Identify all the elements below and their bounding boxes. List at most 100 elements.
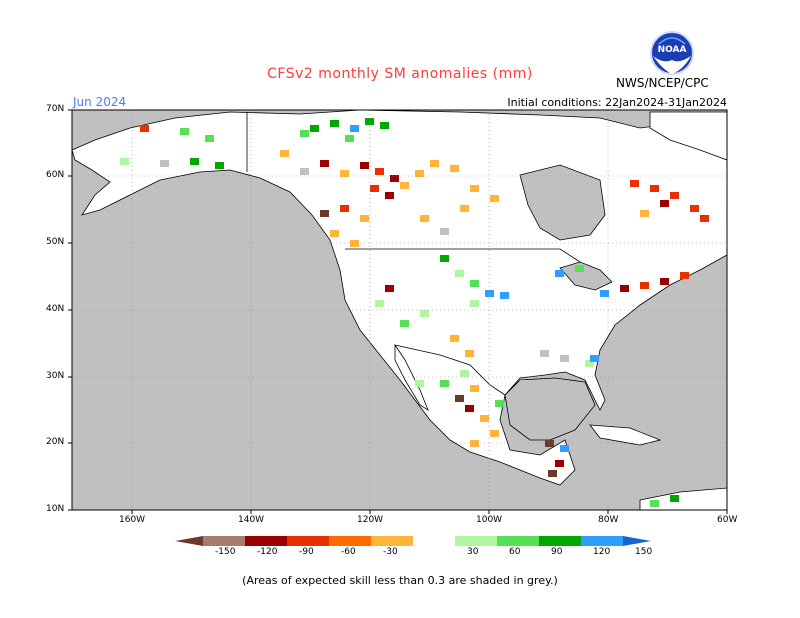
anomaly-cell <box>380 122 389 129</box>
anomaly-cell <box>540 350 549 357</box>
anomaly-cell <box>180 128 189 135</box>
lat-tick-10: 10N <box>46 504 65 514</box>
anomaly-cell <box>650 500 659 507</box>
colorbar-label: -60 <box>341 547 356 557</box>
anomaly-cells <box>120 118 709 507</box>
colorbar-label: -90 <box>299 547 314 557</box>
anomaly-cell <box>660 200 669 207</box>
colorbar-box <box>497 536 539 546</box>
anomaly-cell <box>560 445 569 452</box>
anomaly-cell <box>160 160 169 167</box>
anomaly-cell <box>555 270 564 277</box>
colorbar-box <box>245 536 287 546</box>
anomaly-cell <box>340 205 349 212</box>
anomaly-cell <box>490 195 499 202</box>
anomaly-cell <box>485 290 494 297</box>
lon-tick-120w: 120W <box>357 515 384 525</box>
anomaly-cell <box>455 270 464 277</box>
initial-conditions: Initial conditions: 22Jan2024-31Jan2024 <box>507 96 727 109</box>
anomaly-cell <box>585 360 594 367</box>
lat-tick-40: 40N <box>46 304 65 314</box>
colorbar-label: 120 <box>593 547 611 557</box>
anomaly-cell <box>415 170 424 177</box>
colorbar-box <box>539 536 581 546</box>
noaa-logo: NOAA <box>650 31 694 75</box>
anomaly-cell <box>640 282 649 289</box>
lon-tick-100w: 100W <box>476 515 503 525</box>
anomaly-cell <box>215 162 224 169</box>
anomaly-cell <box>415 380 424 387</box>
colorbar-box <box>329 536 371 546</box>
anomaly-cell <box>370 185 379 192</box>
graticule <box>72 110 727 510</box>
anomaly-cell <box>670 192 679 199</box>
anomaly-cell <box>360 162 369 169</box>
political-borders <box>246 112 581 396</box>
noaa-logo-text: NOAA <box>658 45 687 55</box>
anomaly-cell <box>440 228 449 235</box>
anomaly-cell <box>400 182 409 189</box>
anomaly-cell <box>465 350 474 357</box>
anomaly-cell <box>310 125 319 132</box>
map-title: CFSv2 monthly SM anomalies (mm) <box>267 66 533 82</box>
anomaly-cell <box>700 215 709 222</box>
colorbar-box <box>455 536 497 546</box>
anomaly-cell <box>450 165 459 172</box>
colorbar-label: 150 <box>635 547 653 557</box>
lon-tick-80w: 80W <box>598 515 619 525</box>
anomaly-cell <box>455 395 464 402</box>
anomaly-cell <box>660 278 669 285</box>
anomaly-cell <box>590 355 599 362</box>
anomaly-cell <box>440 255 449 262</box>
anomaly-cell <box>320 210 329 217</box>
lon-tick-140w: 140W <box>238 515 265 525</box>
anomaly-cell <box>440 380 449 387</box>
anomaly-cell <box>120 158 129 165</box>
anomaly-cell <box>430 160 439 167</box>
anomaly-cell <box>670 495 679 502</box>
anomaly-cell <box>460 370 469 377</box>
anomaly-cell <box>470 385 479 392</box>
anomaly-cell <box>620 285 629 292</box>
anomaly-cell <box>365 118 374 125</box>
anomaly-cell <box>420 310 429 317</box>
lat-tick-60: 60N <box>46 170 65 180</box>
anomaly-cell <box>495 400 504 407</box>
anomaly-cell <box>350 125 359 132</box>
anomaly-cell <box>385 192 394 199</box>
anomaly-cell <box>545 440 554 447</box>
colorbar-label: -150 <box>215 547 236 557</box>
anomaly-cell <box>480 415 489 422</box>
anomaly-cell <box>450 335 459 342</box>
anomaly-cell <box>560 355 569 362</box>
anomaly-cell <box>330 120 339 127</box>
agency-label: NWS/NCEP/CPC <box>616 76 709 90</box>
anomaly-cell <box>555 460 564 467</box>
anomaly-cell <box>470 185 479 192</box>
anomaly-cell <box>320 160 329 167</box>
colorbar-box <box>581 536 623 546</box>
anomaly-cell <box>548 470 557 477</box>
anomaly-cell <box>600 290 609 297</box>
anomaly-cell <box>390 175 399 182</box>
anomaly-cell <box>330 230 339 237</box>
caribbean-islands <box>589 424 662 446</box>
colorbar-boxes <box>175 536 651 546</box>
colorbar-box <box>371 536 413 546</box>
lat-tick-70: 70N <box>46 104 65 114</box>
lat-tick-50: 50N <box>46 237 65 247</box>
colorbar-label: 30 <box>467 547 479 557</box>
forecast-month: Jun 2024 <box>73 95 127 109</box>
anomaly-cell <box>465 405 474 412</box>
anomaly-cell <box>345 135 354 142</box>
colorbar-max-arrow <box>623 536 651 546</box>
anomaly-cell <box>350 240 359 247</box>
anomaly-cell <box>140 125 149 132</box>
anomaly-cell <box>460 205 469 212</box>
anomaly-cell <box>400 320 409 327</box>
lon-tick-60w: 60W <box>717 515 738 525</box>
anomaly-cell <box>690 205 699 212</box>
colorbar-box <box>287 536 329 546</box>
